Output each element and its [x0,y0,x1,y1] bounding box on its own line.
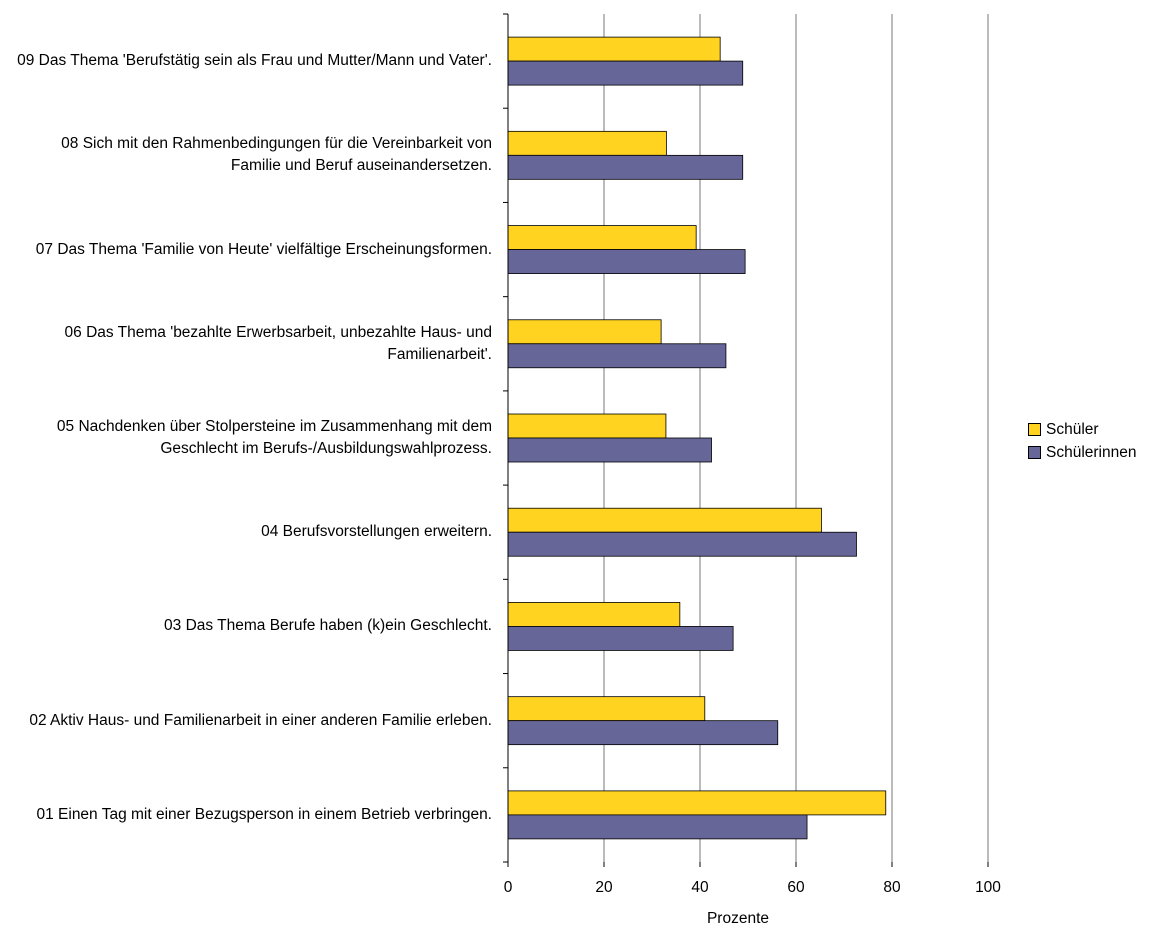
category-label: 01 Einen Tag mit einer Bezugsperson in e… [36,805,492,823]
bar-schueler [507,507,822,533]
bar-schueler [507,696,706,722]
category-label: 07 Das Thema 'Familie von Heute' vielfäl… [35,240,492,258]
bar-schueler [507,36,721,62]
bar-schueler [507,319,662,345]
x-tick-label: 100 [975,879,1001,896]
bar-schuelerinnen [507,154,744,180]
category-label: 08 Sich mit den Rahmenbedingungen für di… [61,135,492,175]
bar-schuelerinnen [507,531,857,557]
category-label: 09 Das Thema 'Berufstätig sein als Frau … [17,52,492,70]
legend-label-schuelerinnen: Schülerinnen [1046,443,1137,461]
x-tick-label: 60 [787,879,805,896]
bar-schueler [507,413,667,439]
category-label: 03 Das Thema Berufe haben (k)ein Geschle… [164,617,492,635]
x-tick-label: 0 [504,879,513,896]
category-label: 06 Das Thema 'bezahlte Erwerbsarbeit, un… [64,323,492,363]
bar-schueler [507,602,681,627]
category-label: 02 Aktiv Haus- und Familienarbeit in ein… [29,711,492,729]
bar-schuelerinnen [507,249,746,274]
bar-schuelerinnen [507,437,712,463]
category-label: 05 Nachdenken über Stolpersteine im Zusa… [56,418,492,457]
legend-swatch-schuelerinnen [1028,446,1041,459]
legend-swatch-schueler [1028,423,1041,436]
bar-schuelerinnen [507,626,734,651]
x-axis-title: Prozente [706,910,770,927]
bar-schuelerinnen [507,343,727,369]
x-tick-label: 80 [883,879,901,896]
category-label: 04 Berufsvorstellungen erweitern. [261,523,492,541]
x-tick-label: 40 [691,879,709,896]
legend: Schüler Schülerinnen [1028,418,1136,464]
bar-schuelerinnen [507,814,808,840]
axes [503,13,989,867]
legend-label-schueler: Schüler [1046,420,1099,438]
x-tick-label: 20 [595,879,613,896]
bar-schueler [507,130,667,156]
legend-item-schuelerinnen: Schülerinnen [1028,441,1136,464]
bars [507,36,887,840]
bar-schueler [507,225,697,250]
bar-schueler [507,790,887,816]
x-tick-labels: 0 20 40 60 80 100 [504,879,1002,896]
legend-item-schueler: Schüler [1028,418,1136,441]
bar-schuelerinnen [507,720,779,746]
bar-schuelerinnen [507,60,744,86]
